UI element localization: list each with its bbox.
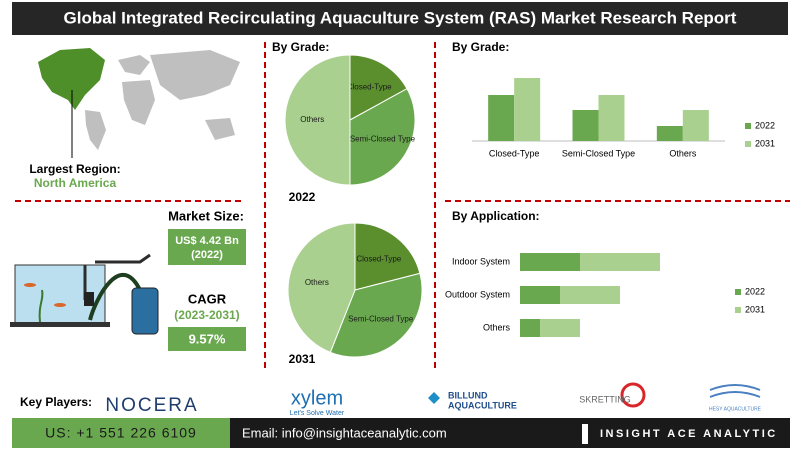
bar — [520, 286, 560, 304]
brand-icon — [582, 420, 588, 444]
legend-swatch — [745, 141, 751, 147]
market-value: US$ 4.42 Bn — [175, 235, 239, 247]
pie-year: 2031 — [289, 352, 316, 366]
market-label: Market Size: — [168, 208, 244, 223]
bar — [488, 95, 515, 141]
bar — [514, 78, 541, 141]
region-value: North America — [34, 176, 117, 190]
legend-label: 2022 — [745, 286, 765, 296]
slice-label: Semi-Closed Type — [348, 314, 414, 323]
bar — [598, 95, 625, 141]
y-tick-label: Outdoor System — [445, 289, 510, 299]
legend-label: 2031 — [745, 304, 765, 314]
bar — [520, 253, 580, 271]
chart-title: By Grade: — [452, 40, 509, 54]
pie-slice — [287, 222, 356, 353]
logo-icon — [709, 384, 761, 398]
market-box — [168, 229, 246, 265]
logo-tagline: AQUACULTURE — [448, 400, 517, 410]
pie-year: 2022 — [289, 190, 316, 204]
pie-slice — [329, 272, 423, 358]
logo: BILLUND — [448, 390, 488, 400]
legend-label: 2031 — [755, 138, 775, 148]
region-label: Largest Region: — [29, 162, 120, 176]
cagr-value: 9.57% — [189, 331, 226, 346]
footer-bar — [230, 418, 790, 448]
market-year: (2022) — [191, 249, 223, 261]
logo-icon — [620, 382, 646, 408]
chart-title: By Grade: — [272, 40, 329, 54]
pie-slice — [349, 88, 416, 186]
pie-slice — [349, 54, 408, 121]
cagr-period: (2023-2031) — [174, 308, 239, 322]
logo: NOCERA — [105, 395, 198, 416]
x-tick-label: Others — [669, 148, 697, 158]
slice-label: Others — [300, 115, 324, 124]
logo: SKRETTING — [579, 394, 631, 404]
cagr-box — [168, 327, 246, 351]
legend-swatch — [735, 289, 741, 295]
footer-email: Email: info@insightaceanalytic.com — [242, 425, 447, 440]
footer-phone: US: +1 551 226 6109 — [45, 425, 197, 441]
bar — [540, 319, 580, 337]
slice-label: Semi-Closed Type — [350, 134, 416, 143]
players-label: Key Players: — [20, 395, 92, 409]
pie-slice — [354, 222, 421, 291]
bar — [580, 253, 660, 271]
chart-title: By Application: — [452, 209, 540, 223]
y-tick-label: Indoor System — [452, 256, 510, 266]
slice-label: Closed-Type — [347, 83, 392, 92]
cagr-label: CAGR — [188, 291, 227, 306]
pie-slice — [284, 54, 351, 186]
bar — [520, 319, 540, 337]
legend-swatch — [745, 123, 751, 129]
bar — [682, 110, 709, 141]
legend-swatch — [735, 307, 741, 313]
footer-phone-box — [12, 418, 230, 448]
bar — [560, 286, 620, 304]
bar — [572, 110, 599, 141]
world-map — [38, 48, 240, 158]
slice-label: Others — [305, 278, 329, 287]
x-tick-label: Closed-Type — [489, 148, 540, 158]
x-tick-label: Semi-Closed Type — [562, 148, 635, 158]
legend-label: 2022 — [755, 120, 775, 130]
logo: HESY AQUACULTURE — [709, 406, 762, 412]
logo-tagline: Let's Solve Water — [290, 410, 345, 417]
bar — [656, 126, 683, 141]
logo: xylem — [291, 387, 343, 409]
title-bar — [12, 2, 788, 35]
footer-brand: INSIGHT ACE ANALYTIC — [600, 428, 778, 440]
title: Global Integrated Recirculating Aquacult… — [64, 8, 737, 27]
dividers — [15, 42, 790, 372]
aquarium-illustration — [10, 253, 159, 335]
slice-label: Closed-Type — [356, 254, 401, 263]
logo-icon — [428, 392, 440, 404]
y-tick-label: Others — [483, 322, 511, 332]
